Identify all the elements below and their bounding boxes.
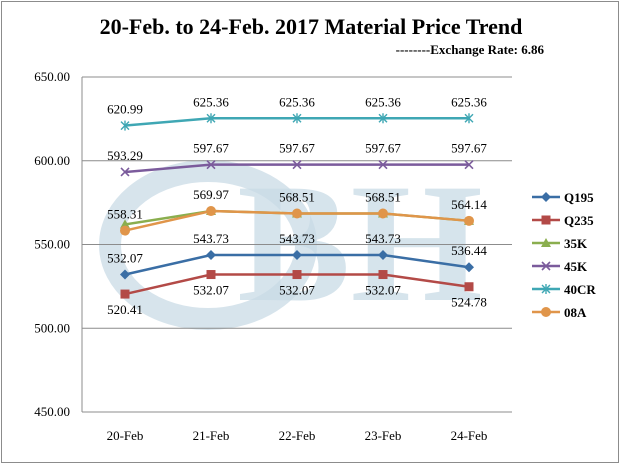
data-label: 625.36 [365, 94, 401, 109]
data-label: 620.99 [107, 102, 143, 117]
y-axis-ticks: 450.00 500.00 550.00 600.00 650.00 [34, 69, 70, 419]
legend-label: 35K [564, 236, 588, 251]
data-label: 543.73 [279, 231, 315, 246]
data-point [206, 250, 216, 261]
data-point [541, 307, 551, 317]
data-point [464, 215, 474, 226]
data-label: 543.73 [193, 231, 229, 246]
data-label: 569.97 [193, 187, 229, 202]
x-tick-label: 21-Feb [193, 428, 230, 443]
data-point [120, 289, 130, 299]
data-point [292, 250, 302, 261]
data-point [541, 261, 551, 271]
y-tick-label: 550.00 [34, 237, 70, 252]
watermark-text: BH [237, 149, 483, 337]
data-label: 568.51 [279, 189, 315, 204]
data-point [378, 208, 388, 219]
data-point [292, 208, 302, 219]
x-axis-ticks: 20-Feb 21-Feb 22-Feb 23-Feb 24-Feb [107, 428, 488, 443]
data-point [120, 225, 130, 236]
data-label: 625.36 [451, 94, 487, 109]
data-label: 532.07 [279, 283, 315, 298]
data-point [378, 113, 388, 124]
data-label: 597.67 [279, 141, 315, 156]
data-label: 568.51 [365, 189, 401, 204]
data-point [120, 167, 130, 177]
data-label: 558.31 [107, 207, 143, 222]
data-label: 597.67 [193, 141, 229, 156]
data-label: 543.73 [365, 231, 401, 246]
legend-label: 40CR [564, 282, 596, 297]
x-tick-label: 24-Feb [451, 428, 488, 443]
legend-label: Q235 [564, 213, 594, 228]
data-label: 532.07 [365, 283, 401, 298]
legend-label: 45K [564, 259, 588, 274]
data-point [378, 250, 388, 261]
x-tick-label: 23-Feb [365, 428, 402, 443]
data-label: 597.67 [365, 141, 401, 156]
y-tick-label: 650.00 [34, 69, 70, 84]
data-point [541, 215, 551, 225]
data-point [292, 270, 302, 280]
chart-subtitle: --------Exchange Rate: 6.86 [395, 42, 544, 57]
data-label: 532.07 [193, 283, 229, 298]
legend-label: Q195 [564, 190, 594, 205]
data-point [541, 238, 551, 247]
chart-title: 20-Feb. to 24-Feb. 2017 Material Price T… [99, 14, 523, 39]
data-label: 597.67 [451, 141, 487, 156]
data-point [206, 160, 216, 170]
data-point [541, 284, 551, 294]
y-tick-label: 450.00 [34, 404, 70, 419]
x-tick-label: 20-Feb [107, 428, 144, 443]
data-point [120, 269, 130, 280]
data-point [292, 113, 302, 124]
data-point [378, 160, 388, 170]
data-label: 532.07 [107, 251, 143, 266]
data-point [464, 282, 474, 292]
y-tick-label: 500.00 [34, 320, 70, 335]
legend-label: 08A [564, 305, 587, 320]
bh-watermark: BH [99, 149, 483, 337]
data-point [464, 113, 474, 124]
legend: Q195 Q235 35K 45K 40CR 08A [532, 190, 596, 320]
data-label: 593.29 [107, 148, 143, 163]
gridlines [81, 76, 512, 413]
data-label: 536.44 [451, 243, 487, 258]
data-label: 564.14 [451, 197, 487, 212]
data-point [206, 270, 216, 280]
data-point [464, 262, 474, 273]
data-point [378, 270, 388, 280]
data-point [464, 160, 474, 170]
data-label: 625.36 [193, 94, 229, 109]
data-label: 625.36 [279, 94, 315, 109]
x-tick-label: 22-Feb [279, 428, 316, 443]
data-labels: 532.07 543.73 543.73 543.73 536.44 520.41 532.… [107, 94, 487, 317]
data-label: 520.41 [107, 302, 143, 317]
data-point [120, 219, 130, 229]
data-point [206, 206, 216, 217]
data-point [206, 113, 216, 124]
data-point [120, 120, 130, 131]
series-lines [120, 113, 474, 299]
data-point [541, 192, 551, 202]
data-point [292, 160, 302, 170]
data-label: 524.78 [451, 295, 487, 310]
y-tick-label: 600.00 [34, 153, 70, 168]
